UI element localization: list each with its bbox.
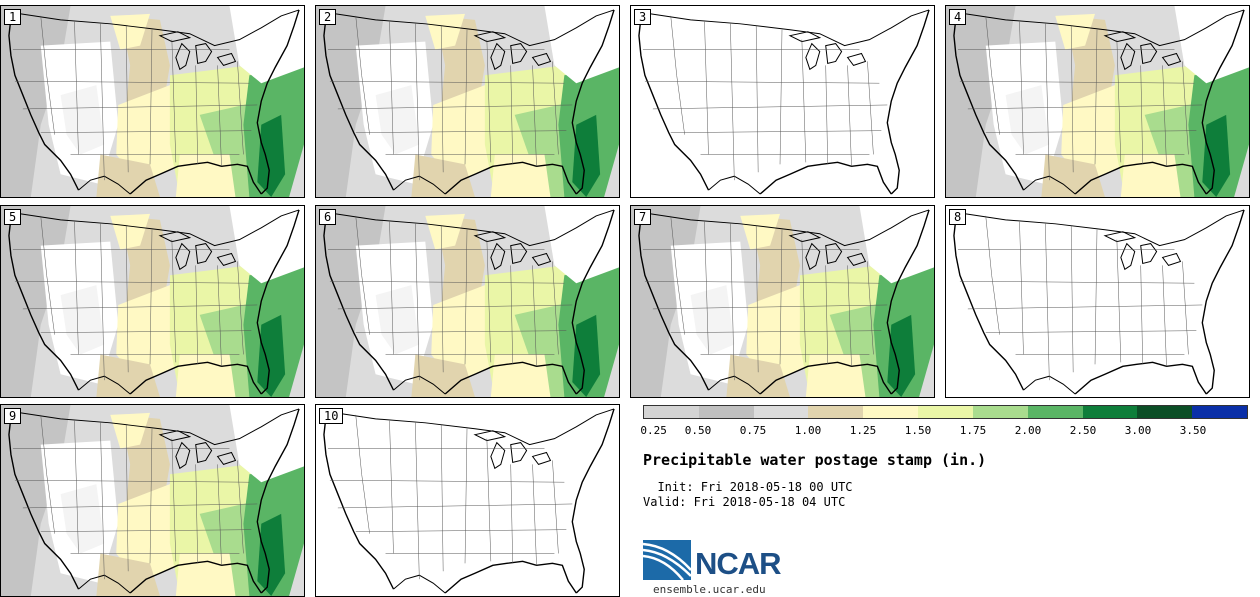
colorbar-ticks: 0.25 0.50 0.75 1.00 1.25 1.50 1.75 2.00 2.50 3.00… bbox=[640, 424, 1248, 438]
stamp-map bbox=[953, 209, 1245, 395]
stamp-number: 2 bbox=[319, 9, 337, 25]
stamp-number: 10 bbox=[319, 408, 344, 424]
colorbar-segment bbox=[863, 406, 919, 418]
stamp-number: 1 bbox=[4, 9, 22, 25]
colorbar-tick-label: 1.75 bbox=[959, 424, 987, 437]
stamp-number: 3 bbox=[634, 9, 652, 25]
colorbar-tick-label: 3.50 bbox=[1179, 424, 1207, 437]
colorbar-tick-label: 0.50 bbox=[684, 424, 712, 437]
stamp-number: 4 bbox=[949, 9, 967, 25]
colorbar-segment bbox=[644, 406, 699, 418]
stamp-number: 6 bbox=[319, 209, 337, 225]
colorbar-segment bbox=[1137, 406, 1193, 418]
stamp-number: 7 bbox=[634, 209, 652, 225]
stamp-panel-9: 9 bbox=[0, 404, 305, 597]
colorbar-tick-label: 2.50 bbox=[1069, 424, 1097, 437]
stamp-number: 9 bbox=[4, 408, 22, 424]
stamp-panel-10: 10 bbox=[315, 404, 620, 597]
chart-title: Precipitable water postage stamp (in.) bbox=[643, 451, 987, 469]
ncar-wordmark: NCAR bbox=[695, 546, 782, 581]
stamp-map bbox=[1, 6, 304, 197]
stamp-map bbox=[316, 206, 619, 397]
site-url: ensemble.ucar.edu bbox=[653, 583, 766, 596]
stamp-panel-8: 8 bbox=[945, 205, 1250, 398]
stamp-panel-4: 4 bbox=[945, 5, 1250, 198]
colorbar-tick-label: 1.25 bbox=[849, 424, 877, 437]
colorbar-tick-label: 3.00 bbox=[1124, 424, 1152, 437]
colorbar-tick-label: 0.25 bbox=[640, 424, 667, 437]
stamp-panel-3: 3 bbox=[630, 5, 935, 198]
stamp-map bbox=[1, 206, 304, 397]
stamp-panel-6: 6 bbox=[315, 205, 620, 398]
colorbar-segment bbox=[1027, 406, 1083, 418]
stamp-map bbox=[631, 206, 934, 397]
colorbar-tick-label: 1.50 bbox=[904, 424, 932, 437]
ncar-logo: NCAR bbox=[643, 540, 793, 584]
colorbar-segment bbox=[753, 406, 809, 418]
colorbar-segment bbox=[918, 406, 973, 418]
stamp-panel-5: 5 bbox=[0, 205, 305, 398]
ncar-swoosh-icon bbox=[643, 540, 691, 580]
stamp-map bbox=[323, 408, 615, 594]
stamp-panel-2: 2 bbox=[315, 5, 620, 198]
stamp-number: 5 bbox=[4, 209, 22, 225]
colorbar-segment bbox=[972, 406, 1028, 418]
valid-time: Valid: Fri 2018-05-18 04 UTC bbox=[643, 495, 846, 509]
stamp-panel-1: 1 bbox=[0, 5, 305, 198]
colorbar-segment bbox=[698, 406, 754, 418]
colorbar-tick-label: 0.75 bbox=[739, 424, 767, 437]
init-time: Init: Fri 2018-05-18 00 UTC bbox=[657, 480, 853, 494]
colorbar-segment bbox=[1082, 406, 1138, 418]
colorbar-tick-label: 1.00 bbox=[794, 424, 822, 437]
colorbar-segment bbox=[808, 406, 864, 418]
stamp-number: 8 bbox=[949, 209, 967, 225]
stamp-map bbox=[946, 6, 1249, 197]
colorbar bbox=[643, 405, 1248, 419]
colorbar-tick-label: 2.00 bbox=[1014, 424, 1042, 437]
stamp-map bbox=[1, 405, 304, 596]
colorbar-segment bbox=[1192, 406, 1247, 418]
stamp-panel-7: 7 bbox=[630, 205, 935, 398]
stamp-map bbox=[638, 9, 930, 195]
stamp-map bbox=[316, 6, 619, 197]
